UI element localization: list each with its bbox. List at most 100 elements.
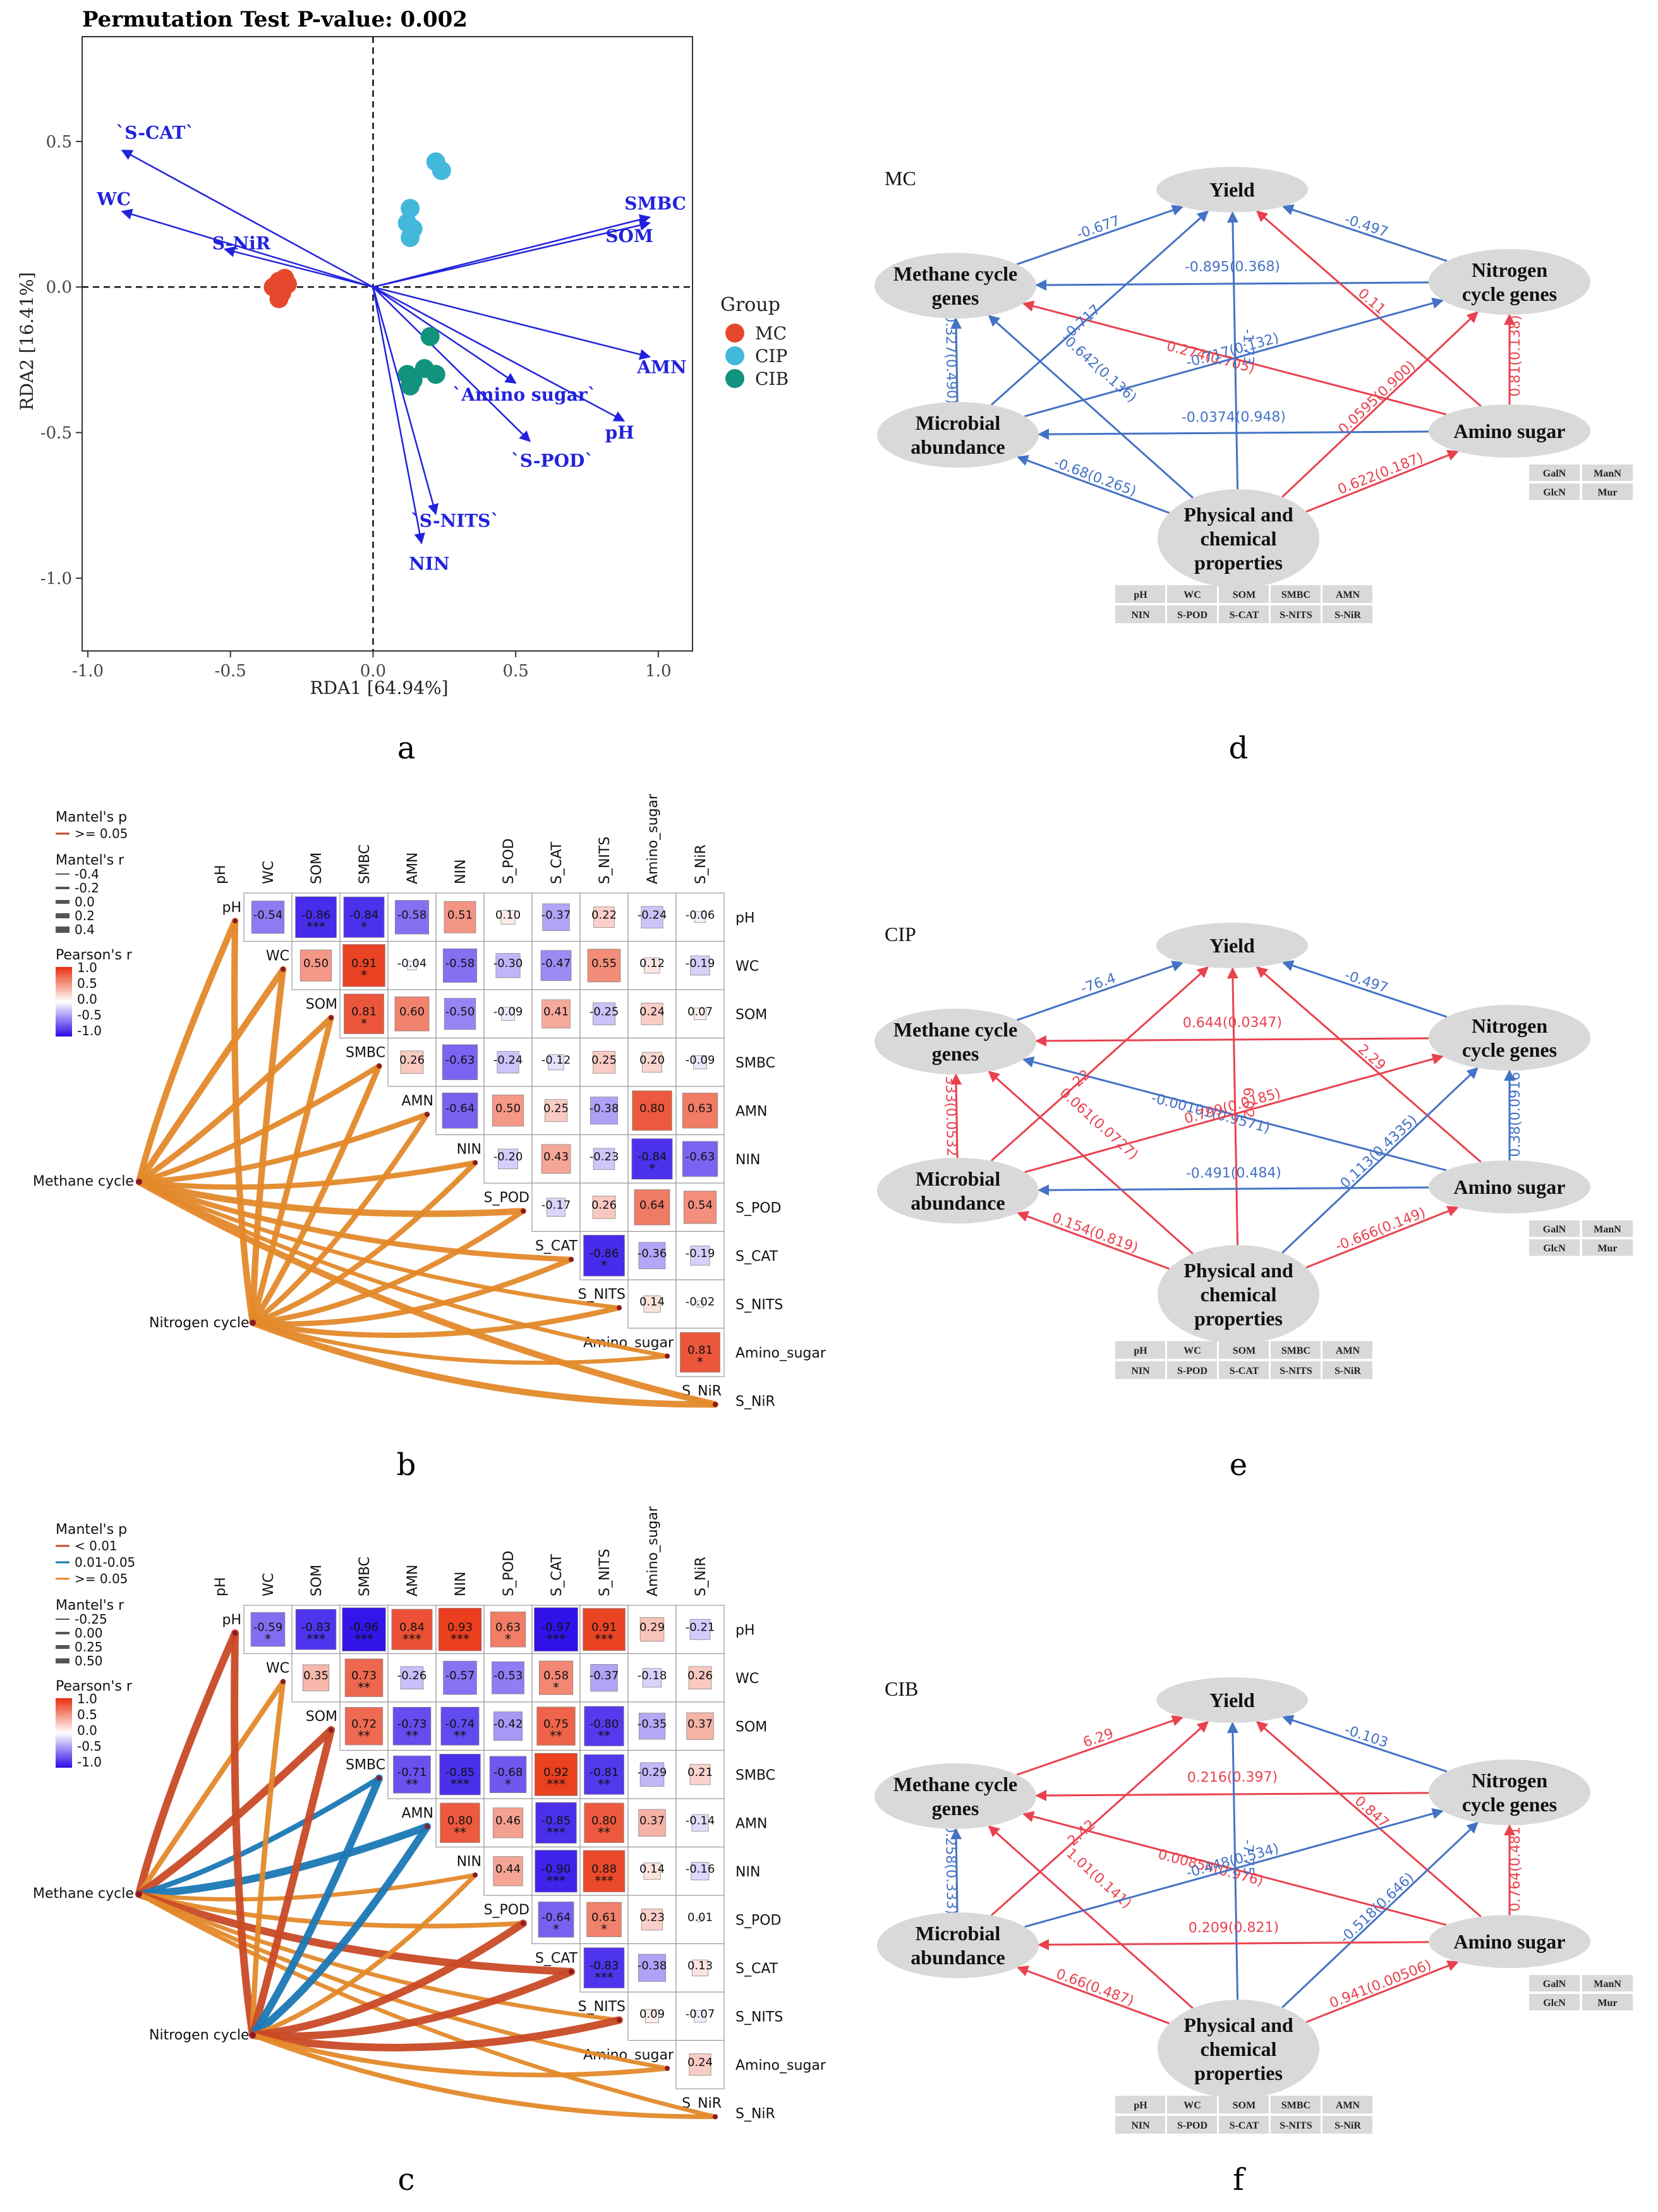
heatmap-square [394,900,430,935]
sem-node [877,402,1039,468]
row-label: SMBC [735,1768,775,1784]
phys-table-label: S-POD [1177,2120,1207,2131]
sample-point [401,376,420,396]
mantel-source-node [250,2032,256,2038]
heatmap-square [689,1764,711,1785]
heatmap-square [693,1055,707,1069]
mantel-link [249,1919,527,2039]
diagonal-label: WC [266,1661,289,1677]
heatmap-square [495,953,521,978]
sem-node-label: Physical and [1183,1259,1293,1282]
cell-significance: * [601,1258,607,1273]
phys-table-cell [1322,605,1372,623]
phys-table-label: NIN [1131,610,1150,621]
cell-value: -0.25 [590,1005,619,1018]
sem-path-label: -0.497 [1343,212,1390,241]
cell-value: -0.84 [349,908,379,921]
diagonal-label: S_NITS [578,1287,626,1303]
diagonal-label: WC [266,949,289,964]
row-label: S_NITS [735,2009,783,2025]
amino-table-label: Mur [1597,487,1617,498]
heatmap-square [443,1660,477,1695]
sem-path-label: 0.622(0.187) [1336,450,1425,498]
sem-path-label: 0.847 [1352,1793,1392,1831]
amino-table-cell [1582,1220,1633,1237]
mantel-link [231,918,257,1327]
sem-node-label: genes [932,1042,979,1065]
sem-path-label: -0.491(0.484) [1186,1165,1281,1181]
cell-value: -0.64 [445,1102,475,1115]
cell-significance: *** [547,1631,566,1646]
phys-table-label: S-NITS [1280,2120,1312,2131]
cell-value: -0.47 [542,957,571,970]
legend-title: Mantel's p [56,810,127,825]
amino-table-cell [1582,1975,1633,1991]
heatmap-square [691,1959,709,1976]
sem-path [1281,1821,1479,2008]
heatmap-square [300,949,332,981]
sem-node-label: Nitrogen [1472,258,1547,281]
cell-value: -0.50 [445,1005,475,1018]
panel-label-a: a [397,731,416,766]
link-endpoint [281,1679,286,1684]
phys-table-label: SOM [1233,2100,1256,2111]
diagonal-label: S_CAT [535,1239,578,1255]
sample-point [269,289,289,308]
sem-path [1305,1960,1460,2023]
amino-table-label: GalN [1543,468,1566,479]
link-endpoint [473,1160,478,1165]
colorbar-tick: -1.0 [77,1754,102,1770]
heatmap-square [534,1607,578,1652]
sem-node-label: Physical and [1183,503,1293,526]
heatmap-square [631,1138,673,1180]
phys-table-label: pH [1134,590,1147,600]
phys-table-cell [1322,1341,1372,1359]
heatmap-square [689,1619,711,1640]
sem-node-label: abundance [911,435,1005,458]
phys-table-cell [1167,1361,1217,1379]
cell-significance: * [265,1631,271,1646]
heatmap-square [442,948,478,983]
heatmap-square [698,1917,703,1923]
cell-value: 0.41 [543,1005,569,1018]
cell-significance: ** [598,1777,610,1792]
sem-node-label: properties [1194,1307,1283,1330]
cell-value: 0.72 [351,1717,377,1730]
phys-table-cell [1271,2116,1321,2134]
sem-path [1256,210,1482,407]
cell-value: -0.85 [542,1814,571,1827]
legend-label: 0.50 [75,1653,103,1668]
legend-label: 0.2 [75,908,95,923]
heatmap-square [643,1295,661,1313]
colorbar-tick: -0.5 [77,1007,102,1023]
heatmap-square [682,1141,718,1177]
cell-value: 0.63 [495,1620,521,1634]
cell-significance: * [361,968,367,983]
mantel-source-label: Methane cycle [33,1174,134,1189]
cell-value: 0.50 [495,1102,521,1115]
cell-value: -0.23 [590,1150,619,1164]
diagonal-label: S_CAT [535,1951,578,1967]
heatmap-square [500,909,516,925]
sem-path-label: 0.216(0.397) [1187,1770,1278,1786]
phys-table-cell [1115,1361,1165,1379]
cell-significance: * [361,1016,367,1031]
cell-value: 0.10 [495,908,521,921]
cell-value: -0.57 [445,1669,475,1682]
sem-node-label: Amino sugar [1454,420,1566,442]
row-label: Amino_sugar [735,2058,826,2074]
amino-table-cell [1529,465,1580,481]
heatmap-square [442,1092,478,1129]
cell-value: -0.17 [542,1198,571,1212]
phys-table-cell [1219,585,1269,603]
phys-table-label: SOM [1233,1346,1256,1356]
phys-table-cell [1115,585,1165,603]
cell-value: 0.07 [687,1005,713,1018]
phys-table-label: S-POD [1177,1366,1207,1376]
cell-value: 0.84 [399,1620,425,1634]
cell-significance: ** [454,1825,466,1840]
heatmap-square [638,1954,666,1982]
colorbar [56,967,72,1036]
env-arrow-label: SMBC [624,193,686,214]
